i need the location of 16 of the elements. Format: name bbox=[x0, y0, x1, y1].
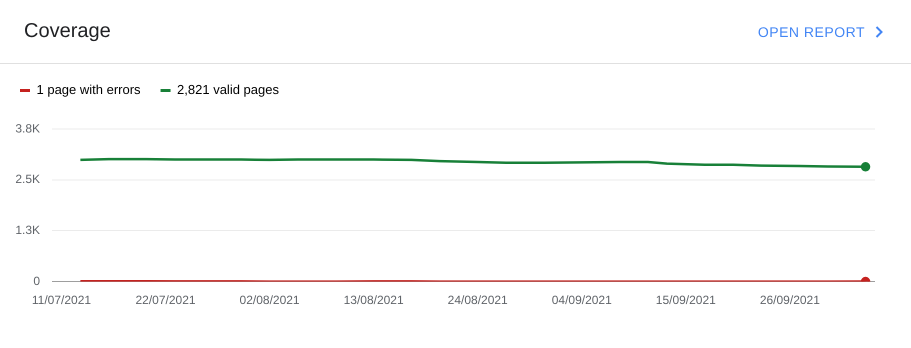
x-tick-label: 26/09/2021 bbox=[760, 293, 820, 308]
x-tick-label: 24/08/2021 bbox=[448, 293, 508, 308]
chart-title: Coverage bbox=[24, 20, 111, 43]
legend-label: 1 page with errors bbox=[36, 82, 142, 98]
x-tick-label: 13/08/2021 bbox=[344, 293, 404, 308]
x-tick-label: 22/07/2021 bbox=[135, 293, 196, 308]
x-tick-label: 11/07/2021 bbox=[32, 293, 92, 308]
legend-label: 2,821 valid pages bbox=[177, 82, 280, 98]
y-tick-label: 3.8K bbox=[15, 121, 40, 136]
x-tick-label: 04/09/2021 bbox=[552, 293, 612, 308]
x-tick-label: 02/08/2021 bbox=[240, 293, 300, 308]
y-tick-label: 2.5K bbox=[15, 172, 40, 186]
x-tick-label: 15/09/2021 bbox=[656, 293, 716, 308]
y-tick-label: 0 bbox=[33, 274, 40, 288]
text: OPEN REPORT bbox=[758, 24, 865, 40]
y-tick-label: 1.3K bbox=[15, 223, 40, 238]
